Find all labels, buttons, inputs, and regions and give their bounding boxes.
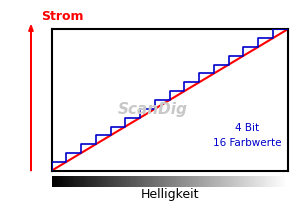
Text: ScanDig: ScanDig [118,102,188,117]
Text: 4 Bit
16 Farbwerte: 4 Bit 16 Farbwerte [213,123,282,148]
Text: Helligkeit: Helligkeit [140,188,199,201]
Text: Strom: Strom [41,10,84,23]
